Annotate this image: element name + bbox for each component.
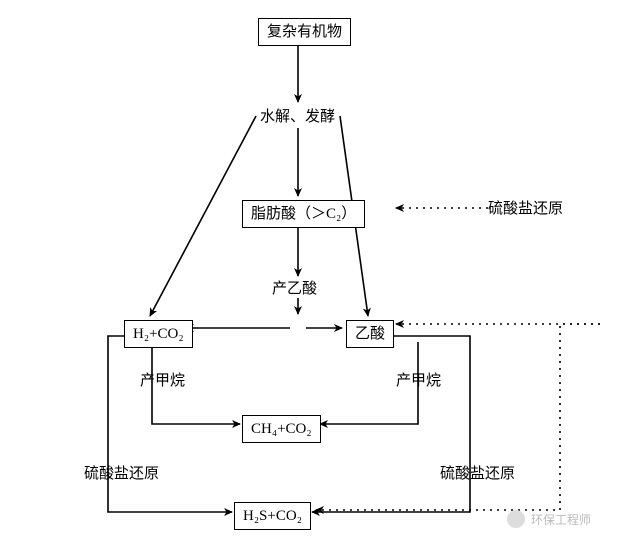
edge-e10 — [108, 336, 232, 512]
node-hydrolysis: 水解、发酵 — [260, 108, 335, 126]
edge-e6 — [150, 116, 256, 316]
node-sulfate-reduction-left: 硫酸盐还原 — [84, 465, 159, 483]
node-acetogenesis: 产乙酸 — [272, 280, 317, 298]
node-h2-co2: H₂+CO₂ — [124, 320, 193, 348]
edge-e11 — [312, 336, 470, 512]
wechat-logo-icon — [507, 510, 525, 528]
watermark-text: 环保工程师 — [531, 511, 591, 528]
edge-e13c — [316, 452, 560, 510]
node-sulfate-reduction-right-bottom: 硫酸盐还原 — [440, 465, 515, 483]
watermark: 环保工程师 — [507, 510, 591, 528]
node-methanogenesis-right: 产甲烷 — [396, 372, 441, 390]
node-complex-organic: 复杂有机物 — [258, 18, 351, 46]
node-acetic-acid: 乙酸 — [346, 320, 394, 348]
node-h2s-co2: H₂S+CO₂ — [234, 502, 311, 530]
node-methanogenesis-left: 产甲烷 — [140, 372, 185, 390]
node-fatty-acid: 脂肪酸（＞C₂） — [242, 200, 365, 228]
node-sulfate-reduction-top-right: 硫酸盐还原 — [488, 200, 563, 218]
diagram-canvas: 复杂有机物 水解、发酵 脂肪酸（＞C₂） 硫酸盐还原 产乙酸 H₂+CO₂ 乙酸… — [0, 0, 619, 552]
edge-e13 — [560, 324, 600, 452]
node-ch4-co2: CH₄+CO₂ — [242, 415, 321, 443]
